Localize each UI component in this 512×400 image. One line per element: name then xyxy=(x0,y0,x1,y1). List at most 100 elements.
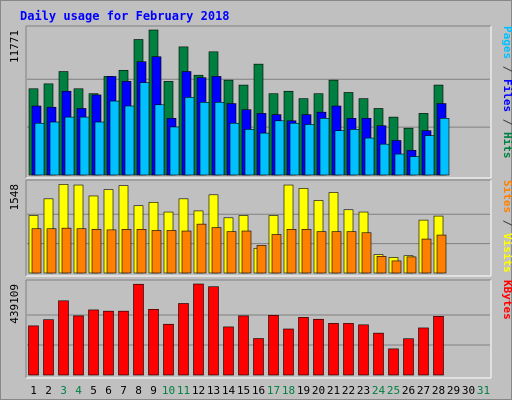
bar-pages-day-5 xyxy=(94,121,105,176)
y-max-label: 11771 xyxy=(8,30,21,63)
bar-pages-day-3 xyxy=(64,116,75,176)
bar-kbytes-day-13 xyxy=(208,286,219,376)
bar-sites-day-13 xyxy=(211,227,222,274)
bar-pages-day-16 xyxy=(259,132,270,176)
bar-sites-day-8 xyxy=(136,229,147,274)
bar-sites-day-9 xyxy=(151,230,162,274)
x-tick-label: 13 xyxy=(207,384,220,397)
bar-sites-day-1 xyxy=(31,228,42,274)
bar-kbytes-day-7 xyxy=(118,310,129,376)
bar-sites-day-4 xyxy=(76,228,87,274)
bar-kbytes-day-23 xyxy=(358,324,369,376)
y-max-label: 1548 xyxy=(8,184,21,211)
panel-kbytes: 439109 KBytes xyxy=(8,279,512,379)
panel-legend: KBytes xyxy=(501,280,512,320)
chart-title: Daily usage for February 2018 xyxy=(20,9,230,23)
x-tick-label: 15 xyxy=(237,384,250,397)
bar-pages-day-14 xyxy=(229,122,240,176)
bar-sites-day-11 xyxy=(181,230,192,274)
bar-sites-day-19 xyxy=(301,229,312,274)
x-tick-label: 7 xyxy=(120,384,127,397)
bar-kbytes-day-24 xyxy=(373,332,384,376)
bar-sites-day-5 xyxy=(91,229,102,274)
bar-pages-day-7 xyxy=(124,105,135,176)
bar-pages-day-27 xyxy=(424,135,435,176)
x-tick-label: 6 xyxy=(105,384,112,397)
bar-pages-day-6 xyxy=(109,100,120,176)
x-tick-label: 4 xyxy=(75,384,82,397)
bar-sites-day-14 xyxy=(226,231,237,274)
bar-sites-day-26 xyxy=(406,256,417,274)
bar-sites-day-25 xyxy=(391,260,402,274)
x-tick-label: 20 xyxy=(312,384,325,397)
x-tick-label: 10 xyxy=(162,384,175,397)
bar-sites-day-16 xyxy=(256,245,267,274)
bar-kbytes-day-19 xyxy=(298,317,309,376)
legend-entry: KBytes xyxy=(501,280,512,320)
legend-entry: / xyxy=(501,59,512,79)
bar-kbytes-day-4 xyxy=(73,315,84,376)
x-tick-label: 11 xyxy=(177,384,190,397)
bar-kbytes-day-11 xyxy=(178,303,189,376)
panel-legend: Pages / Files / Hits xyxy=(501,26,512,159)
x-tick-label: 18 xyxy=(282,384,295,397)
bar-kbytes-day-20 xyxy=(313,318,324,376)
x-tick-label: 24 xyxy=(372,384,386,397)
bar-kbytes-day-26 xyxy=(403,338,414,376)
x-tick-label: 17 xyxy=(267,384,280,397)
bar-pages-day-24 xyxy=(379,143,390,176)
bar-kbytes-day-2 xyxy=(43,319,54,376)
bar-kbytes-day-18 xyxy=(283,328,294,376)
bar-pages-day-18 xyxy=(289,122,300,176)
x-tick-label: 2 xyxy=(45,384,52,397)
bar-sites-day-15 xyxy=(241,230,252,274)
bar-sites-day-22 xyxy=(346,231,357,274)
bar-kbytes-day-15 xyxy=(238,315,249,376)
x-tick-label: 26 xyxy=(402,384,415,397)
bar-sites-day-7 xyxy=(121,229,132,274)
x-tick-label: 8 xyxy=(135,384,142,397)
bar-pages-day-25 xyxy=(394,153,405,176)
bar-pages-day-22 xyxy=(349,129,360,176)
x-tick-label: 5 xyxy=(90,384,97,397)
bar-pages-day-8 xyxy=(139,82,150,176)
bar-pages-day-19 xyxy=(304,124,315,176)
x-tick-label: 3 xyxy=(60,384,67,397)
x-tick-label: 16 xyxy=(252,384,265,397)
bar-kbytes-day-28 xyxy=(433,316,444,376)
x-tick-label: 14 xyxy=(222,384,236,397)
x-tick-label: 12 xyxy=(192,384,205,397)
legend-entry: Pages xyxy=(501,26,512,59)
legend-entry: / xyxy=(501,213,512,233)
bar-sites-day-3 xyxy=(61,227,72,274)
bar-kbytes-day-6 xyxy=(103,310,114,376)
legend-entry: Files xyxy=(501,79,512,112)
bar-sites-day-27 xyxy=(421,238,432,274)
bar-sites-day-2 xyxy=(46,228,57,274)
bar-kbytes-day-3 xyxy=(58,300,69,376)
bar-sites-day-28 xyxy=(436,234,447,274)
bar-kbytes-day-22 xyxy=(343,323,354,376)
bar-kbytes-day-9 xyxy=(148,309,159,376)
bar-pages-day-17 xyxy=(274,120,285,176)
bar-sites-day-10 xyxy=(166,230,177,274)
bar-kbytes-day-5 xyxy=(88,309,99,376)
bar-sites-day-17 xyxy=(271,234,282,274)
bar-pages-day-10 xyxy=(169,126,180,176)
bar-sites-day-20 xyxy=(316,231,327,274)
legend-entry: / xyxy=(501,112,512,132)
x-tick-label: 21 xyxy=(327,384,340,397)
bar-kbytes-day-16 xyxy=(253,338,264,376)
legend-entry: Sites xyxy=(501,180,512,213)
bar-pages-day-28 xyxy=(439,118,450,176)
bar-sites-day-6 xyxy=(106,229,117,274)
panel-visits-sites: 1548 Sites / Visits xyxy=(8,179,512,277)
x-tick-label: 22 xyxy=(342,384,355,397)
bar-pages-day-9 xyxy=(154,104,165,176)
bar-pages-day-4 xyxy=(79,116,90,176)
bar-pages-day-15 xyxy=(244,129,255,176)
bar-kbytes-day-14 xyxy=(223,326,234,376)
bar-sites-day-23 xyxy=(361,232,372,274)
bar-pages-day-12 xyxy=(199,102,210,176)
